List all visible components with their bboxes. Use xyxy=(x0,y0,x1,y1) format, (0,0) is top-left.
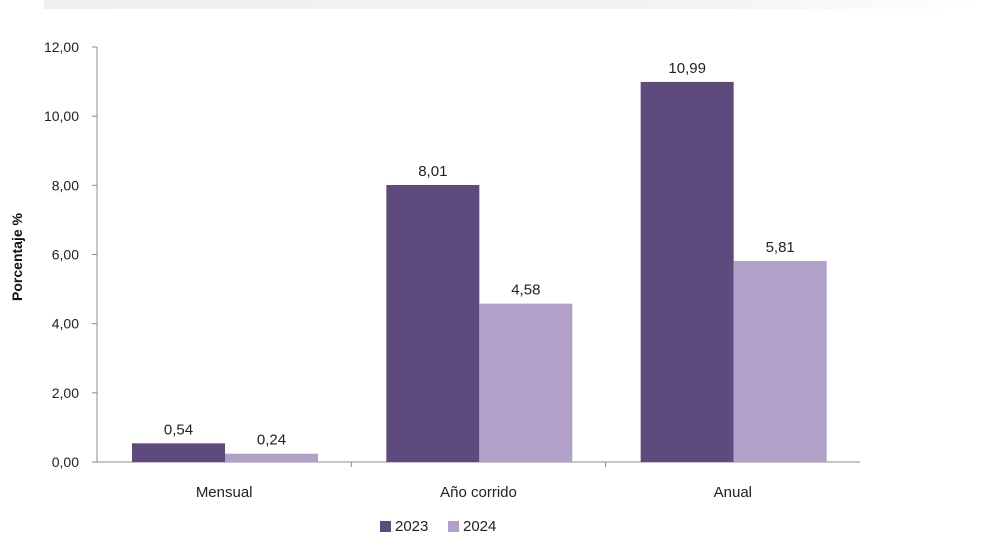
data-label: 0,54 xyxy=(164,421,193,438)
bar-2023 xyxy=(640,81,734,462)
bar-2023 xyxy=(386,184,480,463)
y-tick-label: 10,00 xyxy=(44,108,79,124)
category-labels: Mensual Año corrido Anual xyxy=(196,484,752,501)
data-label: 0,24 xyxy=(257,432,286,449)
bar-2024 xyxy=(733,261,827,462)
data-label: 8,01 xyxy=(418,163,447,180)
y-tick-label: 0,00 xyxy=(52,454,79,470)
y-tick-label: 2,00 xyxy=(52,385,79,401)
bars xyxy=(132,81,827,463)
legend-label: 2024 xyxy=(463,518,496,535)
legend: 2023 2024 xyxy=(380,518,496,535)
y-tick-label: 6,00 xyxy=(52,247,79,263)
legend-swatch xyxy=(380,521,391,532)
x-category-label: Anual xyxy=(714,484,752,501)
data-label: 10,99 xyxy=(668,60,706,77)
top-banner-strip xyxy=(44,0,981,9)
legend-label: 2023 xyxy=(395,518,428,535)
data-labels: 0,54 0,24 8,01 4,58 10,99 5,81 xyxy=(164,60,795,449)
data-label: 4,58 xyxy=(511,282,540,299)
legend-swatch xyxy=(448,521,459,532)
x-category-label: Año corrido xyxy=(440,484,517,501)
bar-2024 xyxy=(225,453,318,462)
data-label: 5,81 xyxy=(766,239,795,256)
x-category-label: Mensual xyxy=(196,484,253,501)
bar-2023 xyxy=(132,443,225,462)
bar-2024 xyxy=(479,303,573,462)
y-tick-label: 4,00 xyxy=(52,316,79,332)
y-tick-label: 12,00 xyxy=(44,39,79,55)
y-axis-title: Porcentaje % xyxy=(9,212,25,300)
y-tick-label: 8,00 xyxy=(52,177,79,193)
